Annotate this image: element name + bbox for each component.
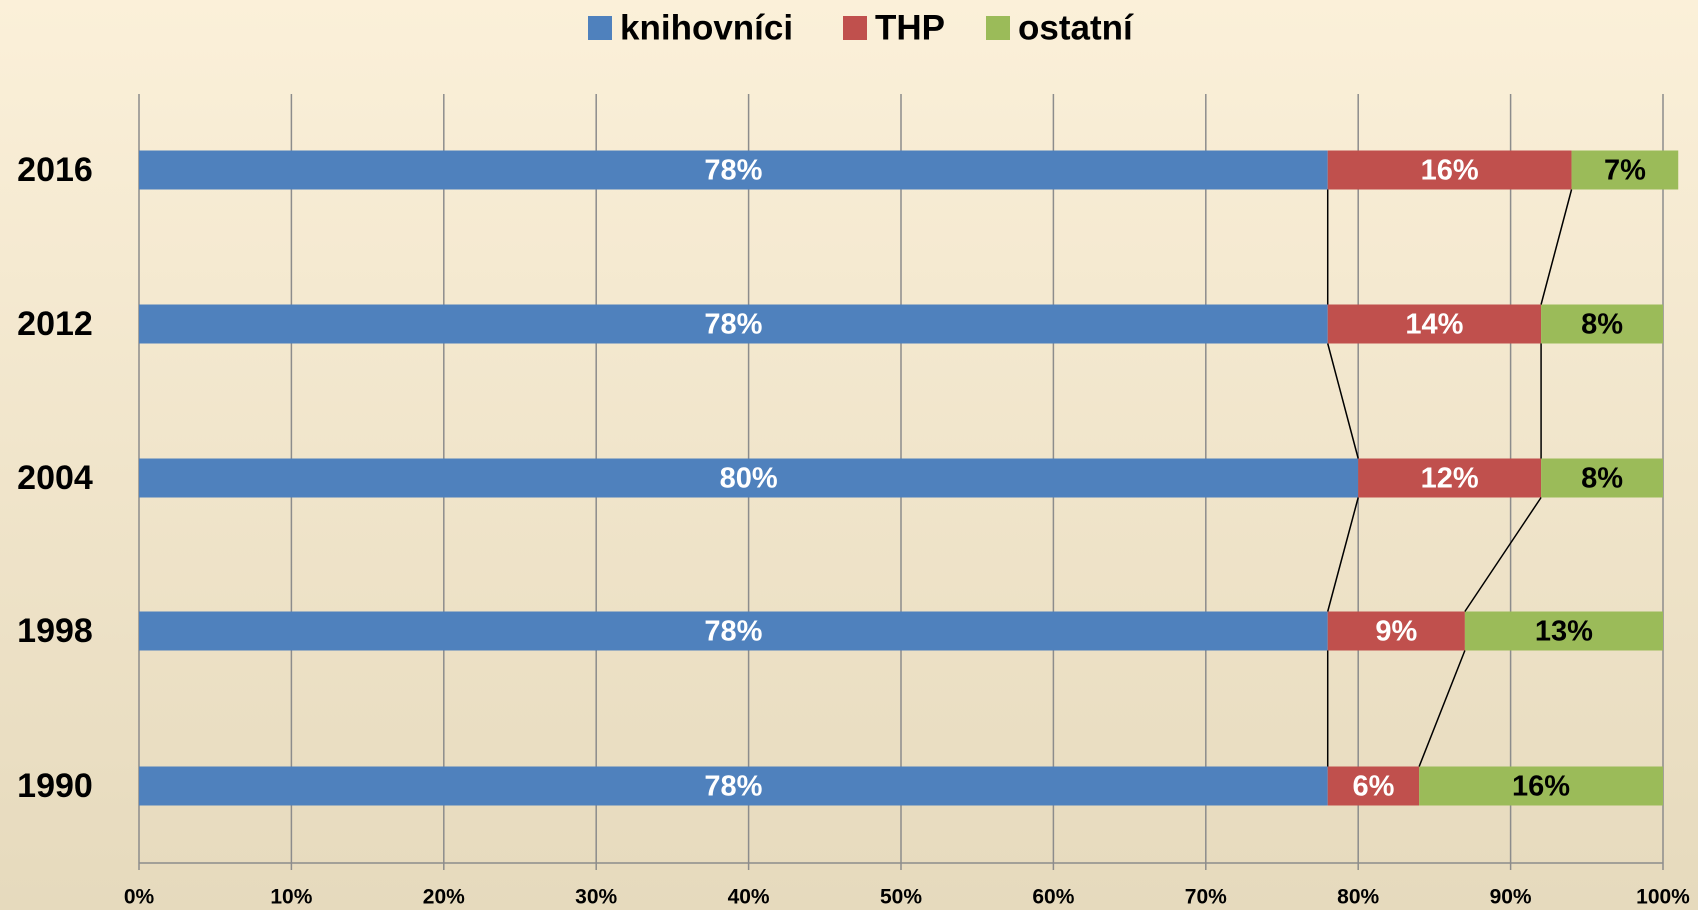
y-tick-label: 2016 bbox=[17, 151, 93, 189]
x-tick-label: 10% bbox=[270, 886, 312, 909]
legend-swatch bbox=[588, 16, 612, 40]
series-line bbox=[1326, 343, 1359, 459]
x-tick-label: 100% bbox=[1636, 886, 1690, 909]
x-tick-label: 70% bbox=[1185, 886, 1227, 909]
x-tick-label: 20% bbox=[423, 886, 465, 909]
bar-segment bbox=[1358, 458, 1542, 498]
data-label: 78% bbox=[704, 616, 762, 648]
data-label: 8% bbox=[1581, 309, 1623, 341]
y-tick-label: 1990 bbox=[17, 767, 93, 805]
data-label: 16% bbox=[1421, 155, 1479, 187]
data-label: 9% bbox=[1375, 616, 1417, 648]
data-label: 78% bbox=[704, 771, 762, 803]
data-label: 80% bbox=[720, 463, 778, 495]
bar-segment bbox=[1464, 611, 1663, 651]
y-tick-label: 2004 bbox=[17, 459, 93, 497]
x-tick-label: 80% bbox=[1337, 886, 1379, 909]
series-line bbox=[1418, 650, 1466, 767]
data-label: 7% bbox=[1604, 155, 1646, 187]
x-tick-label: 50% bbox=[880, 886, 922, 909]
legend-swatch bbox=[843, 16, 867, 40]
bar-segment bbox=[139, 611, 1328, 651]
bar-segment bbox=[1327, 766, 1420, 806]
x-tick-label: 90% bbox=[1490, 886, 1532, 909]
legend-label: ostatní bbox=[1018, 8, 1134, 47]
series-line bbox=[1326, 497, 1359, 612]
bar-segment bbox=[1571, 150, 1679, 190]
x-tick-label: 0% bbox=[124, 886, 155, 909]
bar-segment bbox=[1541, 304, 1663, 344]
data-label: 14% bbox=[1405, 309, 1463, 341]
bar-segment bbox=[1327, 304, 1542, 344]
bar-segment bbox=[1327, 611, 1465, 651]
data-label: 13% bbox=[1535, 616, 1593, 648]
x-tick-label: 30% bbox=[575, 886, 617, 909]
series-line bbox=[1540, 189, 1573, 305]
legend-label: knihovníci bbox=[620, 8, 793, 47]
bar-segment bbox=[139, 458, 1359, 498]
bar-segment bbox=[139, 150, 1328, 190]
bar-segment bbox=[1419, 766, 1663, 806]
series-line bbox=[1464, 497, 1542, 612]
legend-label: THP bbox=[875, 8, 945, 47]
y-tick-label: 1998 bbox=[17, 612, 93, 650]
x-tick-label: 60% bbox=[1032, 886, 1074, 909]
data-label: 78% bbox=[704, 155, 762, 187]
bar-segment bbox=[1327, 150, 1572, 190]
data-label: 78% bbox=[704, 309, 762, 341]
data-label: 12% bbox=[1421, 463, 1479, 495]
data-label: 6% bbox=[1352, 771, 1394, 803]
legend-swatch bbox=[986, 16, 1010, 40]
bar-segment bbox=[139, 766, 1328, 806]
bar-segment bbox=[139, 304, 1328, 344]
data-label: 16% bbox=[1512, 771, 1570, 803]
x-tick-label: 40% bbox=[728, 886, 770, 909]
data-label: 8% bbox=[1581, 463, 1623, 495]
y-tick-label: 2012 bbox=[17, 305, 93, 343]
bar-segment bbox=[1541, 458, 1663, 498]
